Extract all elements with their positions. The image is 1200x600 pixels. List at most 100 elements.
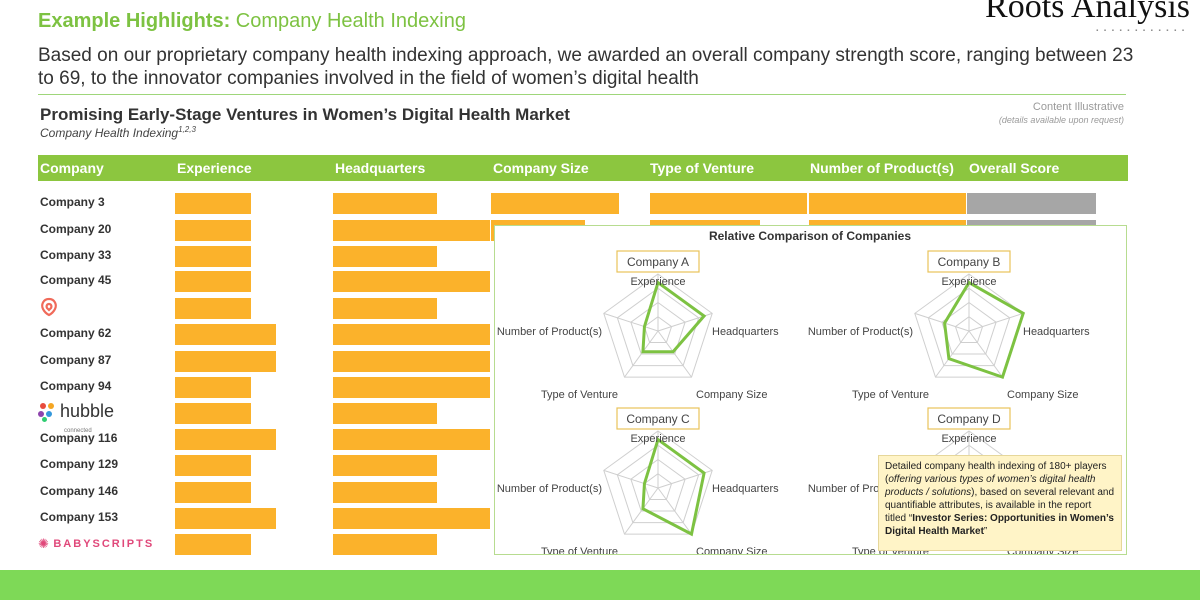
section-title: Promising Early-Stage Ventures in Women’… [40, 105, 570, 124]
attribute-bar [333, 429, 490, 450]
brand-logo: Roots Analysis [985, 0, 1190, 25]
row-label: Company 94 [40, 379, 112, 393]
radar-grid [643, 316, 673, 344]
attribute-bar [175, 193, 251, 214]
score-bar [967, 193, 1096, 214]
summary-text: Based on our proprietary company health … [38, 45, 1134, 89]
row-label: Company 62 [40, 326, 112, 340]
radar-spoke [624, 330, 659, 378]
radar-axis-label: Headquarters [1023, 326, 1090, 338]
radar-axis-label: Type of Venture [541, 546, 618, 554]
radar-axis-label: Number of Product(s) [808, 326, 913, 338]
attribute-bar [333, 298, 437, 319]
row-label: Company 153 [40, 510, 119, 524]
babyscripts-logo: ✺ BABYSCRIPTS [38, 535, 155, 551]
brand-tagline-mark: ▪ ▪ ▪ ▪ ▪ ▪ ▪ ▪ ▪ ▪ ▪ ▪ [1096, 28, 1186, 34]
attribute-bar [333, 403, 437, 424]
column-header: Type of Venture [650, 160, 754, 176]
attribute-bar [175, 351, 276, 372]
attribute-bar [333, 377, 490, 398]
attribute-bar [175, 429, 276, 450]
radar-spoke [968, 312, 1024, 332]
page-title: Example Highlights: Company Health Index… [38, 10, 466, 33]
radar-axis-label: Experience [630, 433, 685, 445]
table-header: Company Experience Headquarters Company Siz… [38, 155, 1128, 181]
attribute-bar [491, 193, 619, 214]
hubble-logo: hubble [38, 401, 114, 422]
radar-company-box [616, 250, 700, 273]
attribute-bar [175, 455, 251, 476]
radar-axis-label: Number of Product(s) [497, 326, 602, 338]
attribute-bar [175, 298, 251, 319]
company-logo-icon [38, 296, 60, 323]
footer-band [0, 570, 1200, 600]
attribute-bar [175, 324, 276, 345]
column-header: Overall Score [969, 160, 1060, 176]
radar-spoke [935, 330, 970, 378]
attribute-bar [809, 193, 966, 214]
row-label: Company 87 [40, 353, 112, 367]
radar-axis-label: Experience [941, 276, 996, 288]
radar-grid [616, 444, 700, 524]
row-label: Company 146 [40, 484, 119, 498]
radar-axis-label: Headquarters [712, 483, 779, 495]
attribute-bar [650, 193, 807, 214]
row-label: Company 129 [40, 457, 119, 471]
radar-axis-label: Company Size [696, 389, 768, 401]
attribute-bar [175, 220, 251, 241]
radar-grid [603, 273, 713, 378]
attribute-bar [175, 246, 251, 267]
divider [38, 94, 1126, 95]
attribute-bar [175, 508, 276, 529]
radar-spoke [624, 487, 659, 535]
radar-company-box [927, 407, 1011, 430]
radar-spoke [968, 330, 1003, 378]
row-label: Company 116 [40, 431, 118, 445]
radar-company-label: Company A [627, 255, 689, 269]
radar-series [641, 280, 707, 354]
attribute-bar [175, 534, 251, 555]
radar-grid [630, 301, 686, 355]
radar-company-label: Company C [626, 412, 690, 426]
attribute-bar [333, 246, 437, 267]
radar-title: Relative Comparison of Companies [708, 229, 912, 243]
radar-axis-label: Experience [630, 276, 685, 288]
attribute-bar [333, 324, 490, 345]
radar-grid [954, 316, 984, 344]
attribute-bar [333, 482, 437, 503]
radar-series [943, 280, 1026, 380]
radar-series [641, 437, 706, 537]
attribute-bar [333, 508, 490, 529]
attribute-bar [175, 271, 251, 292]
radar-spoke [914, 312, 970, 332]
column-header: Company [40, 160, 104, 176]
attribute-bar [175, 482, 251, 503]
radar-spoke [603, 312, 659, 332]
section-subtitle: Company Health Indexing1,2,3 [40, 125, 196, 140]
radar-axis-label: Company Size [1007, 389, 1079, 401]
attribute-bar [333, 351, 490, 372]
attribute-bar [175, 377, 251, 398]
radar-company-box [927, 250, 1011, 273]
attribute-bar [333, 271, 490, 292]
radar-company-label: Company B [938, 255, 1001, 269]
radar-company-label: Company D [937, 412, 1001, 426]
radar-spoke [603, 469, 659, 489]
title-bold: Example Highlights: [38, 10, 231, 32]
radar-grid [603, 430, 713, 535]
attribute-bar [333, 455, 437, 476]
info-note: Detailed company health indexing of 180+… [878, 455, 1122, 551]
radar-company-box [616, 407, 700, 430]
row-label: Company 45 [40, 273, 112, 287]
radar-grid [643, 473, 673, 501]
illustrative-label: Content Illustrative (details available u… [998, 101, 1124, 125]
radar-spoke [657, 487, 692, 535]
row-label: Company 20 [40, 222, 112, 236]
radar-axis-label: Company Size [696, 546, 768, 554]
hubble-logo-sub: connected [64, 428, 92, 434]
column-header: Headquarters [335, 160, 426, 176]
radar-grid [616, 287, 700, 367]
attribute-bar [333, 220, 490, 241]
title-rest: Company Health Indexing [230, 10, 466, 32]
radar-axis-label: Number of Product(s) [497, 483, 602, 495]
